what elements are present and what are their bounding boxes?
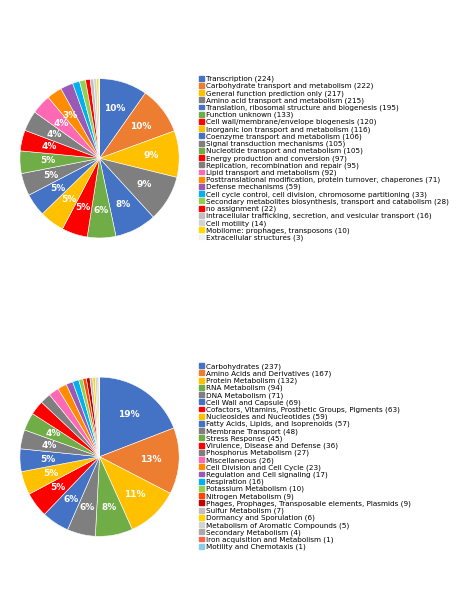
Text: 4%: 4% bbox=[54, 119, 69, 128]
Wedge shape bbox=[95, 377, 100, 457]
Wedge shape bbox=[97, 377, 100, 457]
Legend: Transcription (224), Carbohydrate transport and metabolism (222), General functi: Transcription (224), Carbohydrate transp… bbox=[199, 76, 449, 241]
Text: 11%: 11% bbox=[124, 490, 146, 499]
Wedge shape bbox=[100, 93, 174, 158]
Text: 4%: 4% bbox=[46, 130, 62, 138]
Wedge shape bbox=[95, 457, 132, 537]
Wedge shape bbox=[100, 457, 170, 529]
Wedge shape bbox=[100, 131, 179, 177]
Wedge shape bbox=[29, 457, 100, 514]
Wedge shape bbox=[73, 380, 100, 457]
Text: 8%: 8% bbox=[116, 200, 131, 209]
Wedge shape bbox=[25, 414, 100, 457]
Text: 5%: 5% bbox=[76, 203, 91, 212]
Text: 6%: 6% bbox=[80, 502, 95, 512]
Text: 10%: 10% bbox=[104, 105, 126, 113]
Wedge shape bbox=[80, 80, 100, 158]
Wedge shape bbox=[86, 378, 100, 457]
Wedge shape bbox=[49, 389, 100, 457]
Wedge shape bbox=[100, 377, 174, 457]
Wedge shape bbox=[21, 158, 100, 195]
Wedge shape bbox=[35, 97, 100, 158]
Text: 19%: 19% bbox=[118, 410, 140, 418]
Text: 5%: 5% bbox=[40, 454, 55, 463]
Wedge shape bbox=[100, 428, 179, 493]
Text: 5%: 5% bbox=[40, 157, 55, 166]
Wedge shape bbox=[25, 112, 100, 158]
Wedge shape bbox=[100, 158, 177, 217]
Text: 8%: 8% bbox=[101, 503, 117, 512]
Wedge shape bbox=[68, 457, 100, 537]
Text: 4%: 4% bbox=[46, 429, 61, 438]
Text: 6%: 6% bbox=[63, 495, 78, 504]
Wedge shape bbox=[82, 378, 100, 457]
Text: 5%: 5% bbox=[43, 470, 58, 479]
Text: 4%: 4% bbox=[41, 441, 57, 450]
Wedge shape bbox=[94, 79, 100, 158]
Wedge shape bbox=[42, 395, 100, 457]
Wedge shape bbox=[58, 384, 100, 457]
Wedge shape bbox=[87, 158, 116, 238]
Text: 5%: 5% bbox=[51, 484, 66, 493]
Wedge shape bbox=[63, 158, 100, 237]
Wedge shape bbox=[29, 158, 100, 214]
Wedge shape bbox=[20, 151, 100, 174]
Wedge shape bbox=[93, 377, 100, 457]
Text: 5%: 5% bbox=[50, 184, 65, 193]
Wedge shape bbox=[20, 430, 100, 457]
Wedge shape bbox=[33, 402, 100, 457]
Wedge shape bbox=[99, 79, 100, 158]
Wedge shape bbox=[90, 378, 100, 457]
Text: 9%: 9% bbox=[144, 151, 159, 160]
Text: 3%: 3% bbox=[63, 111, 78, 120]
Wedge shape bbox=[73, 81, 100, 158]
Wedge shape bbox=[97, 79, 100, 158]
Text: 9%: 9% bbox=[137, 180, 152, 189]
Wedge shape bbox=[21, 457, 100, 494]
Wedge shape bbox=[99, 377, 100, 457]
Wedge shape bbox=[45, 457, 100, 530]
Text: 5%: 5% bbox=[43, 171, 58, 180]
Wedge shape bbox=[66, 382, 100, 457]
Wedge shape bbox=[42, 158, 100, 229]
Text: 6%: 6% bbox=[93, 206, 109, 214]
Text: 4%: 4% bbox=[41, 142, 57, 151]
Text: 10%: 10% bbox=[130, 122, 151, 132]
Text: 13%: 13% bbox=[140, 455, 162, 464]
Wedge shape bbox=[20, 130, 100, 158]
Wedge shape bbox=[48, 89, 100, 158]
Wedge shape bbox=[90, 79, 100, 158]
Wedge shape bbox=[100, 158, 153, 236]
Text: 5%: 5% bbox=[61, 195, 76, 204]
Wedge shape bbox=[85, 79, 100, 158]
Wedge shape bbox=[20, 449, 100, 472]
Legend: Carbohydrates (237), Amino Acids and Derivatives (167), Protein Metabolism (132): Carbohydrates (237), Amino Acids and Der… bbox=[199, 363, 411, 551]
Wedge shape bbox=[61, 83, 100, 158]
Wedge shape bbox=[79, 379, 100, 457]
Wedge shape bbox=[100, 79, 146, 158]
